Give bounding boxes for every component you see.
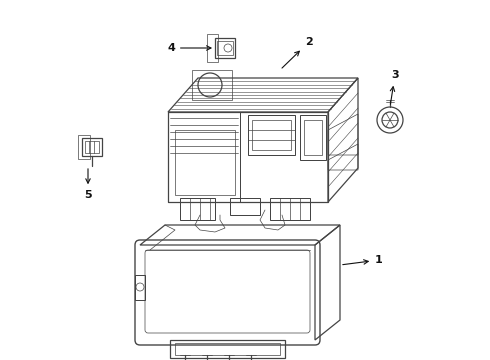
Text: 1: 1 — [343, 255, 383, 265]
Text: 4: 4 — [167, 43, 211, 53]
Text: 2: 2 — [282, 37, 313, 68]
Text: 5: 5 — [84, 169, 92, 200]
Text: 3: 3 — [390, 70, 399, 104]
